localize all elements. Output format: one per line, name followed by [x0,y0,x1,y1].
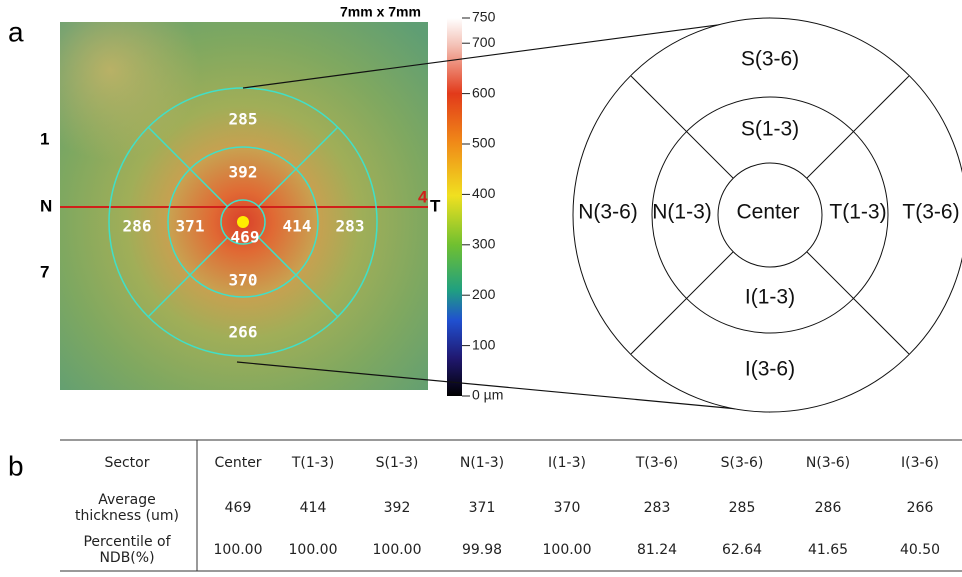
sector-label: T(1-3) [829,201,886,224]
table-cell: 469 [225,500,252,516]
sector-label: N(1-3) [652,201,712,224]
colorbar-tick-label: 0 µm [472,387,503,403]
table-cell: 286 [815,500,842,516]
table-cell: 100.00 [543,542,592,558]
table-cell: 100.00 [214,542,263,558]
map-value: 286 [123,217,152,236]
colorbar-tick-label: 750 [472,9,496,25]
colorbar-tick-label: 100 [472,336,496,352]
table-cell: 283 [644,500,671,516]
colorbar-tick-label: 700 [472,34,496,50]
side-label: 7 [40,262,49,281]
sector-label: S(3-6) [741,48,799,71]
side-label: 4 [418,187,428,206]
table-cell: 285 [729,500,756,516]
table-cell: S(3-6) [721,455,764,471]
thickness-map: 285 392 286 371 469 414 283 370 266 7mm … [40,4,441,390]
side-label: 1 [40,129,49,148]
map-value: 392 [229,163,258,182]
table-cell: 392 [384,500,411,516]
table-cell: I(3-6) [901,455,939,471]
map-value: 414 [283,217,312,236]
table-cell: 371 [469,500,496,516]
table-cell: 266 [907,500,934,516]
table-cell: Center [214,455,261,471]
map-value: 285 [229,110,258,129]
size-label: 7mm x 7mm [340,4,421,20]
table-cell: 81.24 [637,542,677,558]
table-cell: N(1-3) [460,455,504,471]
side-label: T [430,196,441,215]
colorbar-tick-label: 400 [472,185,496,201]
map-value: 266 [229,323,258,342]
table-cell: Sector [104,455,149,471]
panel-label: a [8,16,24,47]
map-value: 283 [336,217,365,236]
colorbar-tick-label: 600 [472,84,496,100]
sector-label: I(1-3) [745,286,795,309]
table-cell: 62.64 [722,542,762,558]
table-cell: 99.98 [462,542,502,558]
table-cell: S(1-3) [376,455,419,471]
map-value: 371 [176,217,205,236]
colorbar-tick-label: 200 [472,286,496,302]
table-cell: 41.65 [808,542,848,558]
table-cell: 100.00 [289,542,338,558]
table-cell: N(3-6) [806,455,850,471]
sector-label: I(3-6) [745,358,795,381]
sector-label: Center [736,201,799,224]
panel-label: b [8,450,24,481]
table-cell: 370 [554,500,581,516]
table-cell: 100.00 [373,542,422,558]
figure: a b 285 392 286 371 469 414 283 370 266 … [0,0,962,573]
table: Sector Center T(1-3) S(1-3) N(1-3) I(1-3) T(3-… [60,440,962,571]
colorbar [447,18,462,396]
side-label: N [40,196,52,215]
map-value: 370 [229,271,258,290]
table-cell: 414 [300,500,327,516]
table-cell: T(1-3) [291,455,334,471]
table-cell: T(3-6) [635,455,678,471]
sector-label: S(1-3) [741,118,799,141]
map-value: 469 [231,228,260,247]
colorbar-tick-label: 500 [472,135,496,151]
sector-label: T(3-6) [902,201,959,224]
table-cell: 40.50 [900,542,940,558]
sector-label: N(3-6) [578,201,638,224]
colorbar-tick-label: 300 [472,236,496,252]
table-cell: I(1-3) [548,455,586,471]
